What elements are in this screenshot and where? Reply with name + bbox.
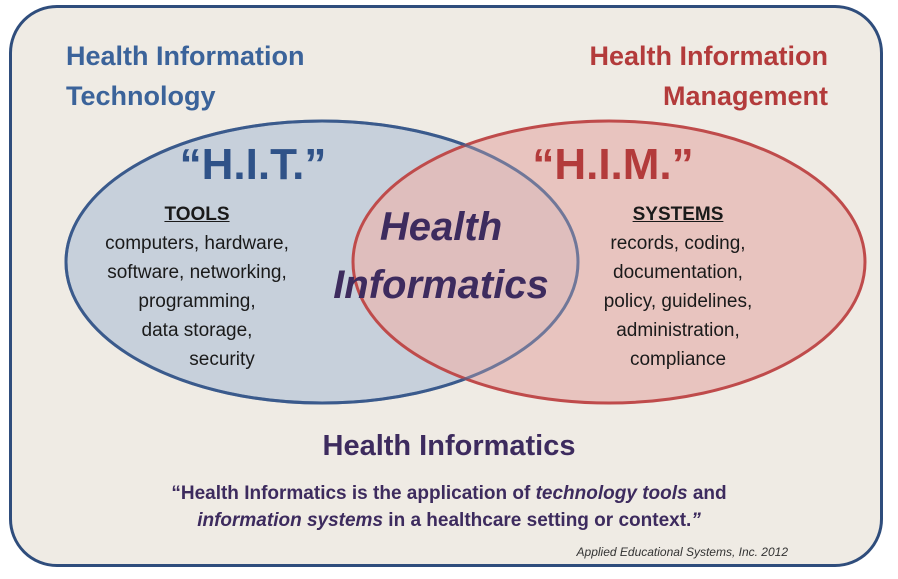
list-item: administration, — [616, 320, 740, 341]
hit-heading-line-1: Health Information — [66, 41, 305, 71]
systems-list: SYSTEMS records, coding, documentation, … — [588, 200, 768, 374]
systems-heading: SYSTEMS — [632, 204, 724, 225]
intersection-line-1: Health — [379, 205, 503, 249]
tools-list: TOOLS computers, hardware, software, net… — [84, 200, 310, 374]
list-item: computers, hardware, — [105, 233, 289, 254]
him-abbreviation: “H.I.M.” — [532, 140, 694, 189]
him-heading: Health Information Management — [589, 36, 828, 116]
list-item: compliance — [629, 349, 727, 370]
him-circle — [351, 119, 867, 405]
him-heading-line-1: Health Information — [589, 41, 828, 71]
quote-line-1: “Health Informatics is the application o… — [171, 483, 727, 504]
list-item: programming, — [138, 291, 256, 312]
list-item: software, networking, — [107, 262, 287, 283]
list-item: documentation, — [613, 262, 743, 283]
hit-circle-outline — [64, 119, 580, 405]
list-item: data storage, — [141, 320, 253, 341]
intersection-label: Health Informatics — [322, 198, 560, 314]
quote-line-2: information systems in a healthcare sett… — [197, 510, 701, 531]
list-item: records, coding, — [610, 233, 746, 254]
intersection-line-2: Informatics — [333, 263, 549, 307]
definition-quote: “Health Informatics is the application o… — [0, 480, 898, 534]
list-item: security — [189, 349, 255, 370]
hit-heading-line-2: Technology — [66, 81, 216, 111]
him-heading-line-2: Management — [662, 81, 828, 111]
list-item: policy, guidelines, — [603, 291, 753, 312]
definition-title: Health Informatics — [322, 430, 576, 462]
hit-heading: Health Information Technology — [66, 36, 305, 116]
hit-abbreviation: “H.I.T.” — [179, 140, 327, 189]
credit-text: Applied Educational Systems, Inc. 2012 — [576, 545, 788, 559]
tools-heading: TOOLS — [164, 204, 230, 225]
